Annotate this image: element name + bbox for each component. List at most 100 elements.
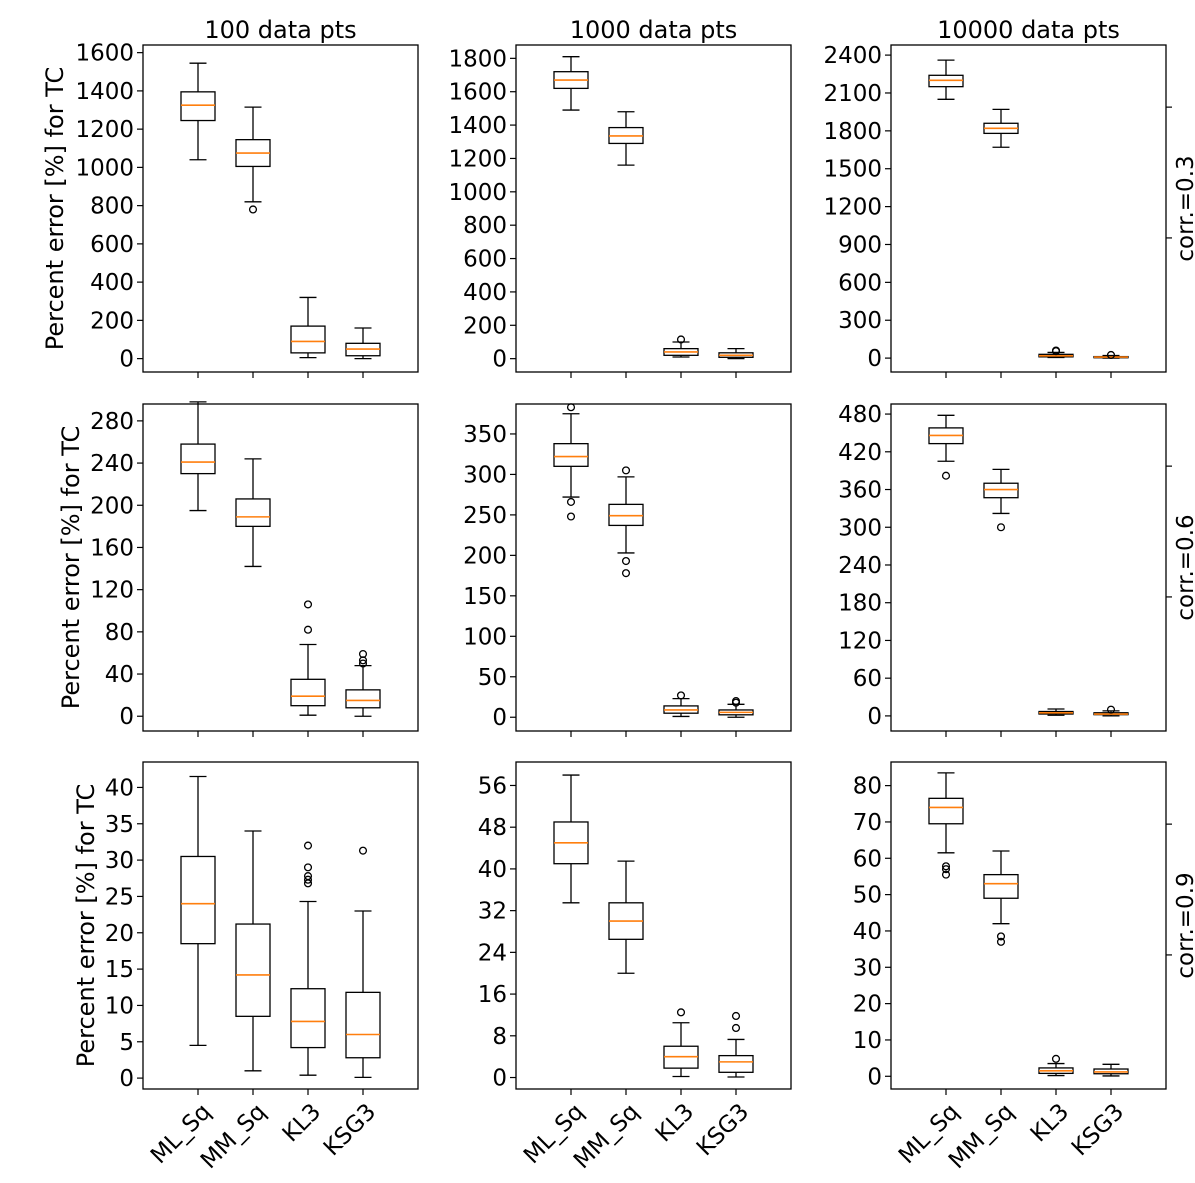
box-ml-sq-outlier xyxy=(566,403,576,412)
panel-frame xyxy=(515,44,792,373)
y-tick-label: 1600 xyxy=(448,80,507,106)
panel-frame xyxy=(890,761,1167,1090)
y-tick-label: 0 xyxy=(492,1066,507,1092)
y-tick-label: 200 xyxy=(463,543,507,569)
column-title: 10000 data pts xyxy=(937,16,1120,44)
y-tick-label: 1800 xyxy=(823,119,882,145)
column-title: 100 data pts xyxy=(204,16,356,44)
y-tick-label: 80 xyxy=(105,620,134,646)
row-label: corr.=0.3 xyxy=(1173,155,1195,261)
box-ml-sq-iqr-box xyxy=(553,443,589,467)
y-tick-label: 0 xyxy=(492,705,507,731)
row-label: corr.=0.6 xyxy=(1173,514,1195,620)
y-tick-label: 0 xyxy=(492,347,507,373)
box-mm-sq-iqr-box xyxy=(608,503,644,527)
y-tick-label: 200 xyxy=(90,308,134,334)
y-tick-label: 360 xyxy=(838,478,882,504)
y-tick-label: 40 xyxy=(105,662,134,688)
y-tick-label: 0 xyxy=(119,704,134,730)
x-tick-label: KL3 xyxy=(1026,1099,1074,1147)
y-tick-label: 30 xyxy=(853,955,882,981)
box-kl3-outlier xyxy=(676,1008,686,1017)
y-tick-label: 1600 xyxy=(75,41,134,67)
box-kl3-outlier xyxy=(676,691,686,700)
box-kl3-iqr-box xyxy=(290,678,326,707)
y-tick-label: 100 xyxy=(463,624,507,650)
box-kl3-outlier xyxy=(303,625,313,634)
y-tick-label: 50 xyxy=(478,665,507,691)
y-tick-label: 1400 xyxy=(448,113,507,139)
y-tick-label: 300 xyxy=(838,308,882,334)
y-tick-label: 30 xyxy=(105,848,134,874)
y-tick-label: 20 xyxy=(853,992,882,1018)
box-ksg3-outlier xyxy=(1106,350,1116,360)
y-tick-label: 200 xyxy=(90,493,134,519)
y-tick-label: 180 xyxy=(838,591,882,617)
y-tick-label: 1000 xyxy=(448,180,507,206)
y-tick-label: 150 xyxy=(463,584,507,610)
y-tick-label: 900 xyxy=(838,232,882,258)
x-tick-label: KL3 xyxy=(651,1099,699,1147)
y-tick-label: 300 xyxy=(838,515,882,541)
box-ml-sq-iqr-box xyxy=(180,855,216,945)
y-tick-label: 16 xyxy=(478,982,507,1008)
panel-frame xyxy=(890,44,1167,373)
y-tick-label: 1200 xyxy=(75,117,134,143)
y-tick-label: 120 xyxy=(838,628,882,654)
box-kl3-outlier xyxy=(303,872,313,881)
panel-frame xyxy=(142,403,419,732)
box-ksg3-iqr-box xyxy=(718,1054,754,1073)
y-tick-label: 200 xyxy=(463,313,507,339)
box-mm-sq-outlier xyxy=(621,569,631,578)
y-tick-label: 400 xyxy=(463,280,507,306)
box-mm-sq-outlier xyxy=(621,466,631,475)
x-tick-label: KSG3 xyxy=(319,1099,381,1161)
y-tick-label: 80 xyxy=(853,774,882,800)
y-tick-label: 10 xyxy=(853,1028,882,1054)
box-kl3-outlier xyxy=(303,841,313,850)
box-mm-sq-iqr-box xyxy=(235,498,271,528)
box-ksg3-outlier xyxy=(358,649,368,659)
panel-frame xyxy=(142,761,419,1090)
y-tick-label: 40 xyxy=(105,775,134,801)
box-ml-sq-outlier xyxy=(941,870,951,879)
y-tick-label: 0 xyxy=(119,1066,134,1092)
y-tick-label: 2400 xyxy=(823,43,882,69)
box-ksg3-outlier xyxy=(358,846,368,855)
panel-frame xyxy=(890,403,1167,732)
box-ksg3-outlier xyxy=(1106,705,1116,714)
y-tick-label: 350 xyxy=(463,422,507,448)
y-axis-label: Percent error [%] for TC xyxy=(41,67,69,350)
box-mm-sq-iqr-box xyxy=(235,923,271,1017)
box-mm-sq-outlier xyxy=(248,205,258,214)
box-ksg3-iqr-box xyxy=(345,689,381,709)
y-tick-label: 2100 xyxy=(823,81,882,107)
y-tick-label: 0 xyxy=(867,704,882,730)
y-tick-label: 48 xyxy=(478,815,507,841)
panel-frame xyxy=(515,403,792,732)
y-tick-label: 56 xyxy=(478,773,507,799)
y-tick-label: 70 xyxy=(853,810,882,836)
y-tick-label: 280 xyxy=(90,409,134,435)
y-tick-label: 40 xyxy=(853,919,882,945)
box-ml-sq-outlier xyxy=(566,512,576,521)
y-tick-label: 160 xyxy=(90,535,134,561)
y-tick-label: 600 xyxy=(463,247,507,273)
y-tick-label: 800 xyxy=(463,213,507,239)
box-ml-sq-outlier xyxy=(941,865,951,874)
y-tick-label: 15 xyxy=(105,957,134,983)
y-tick-label: 800 xyxy=(90,194,134,220)
box-ksg3-outlier xyxy=(731,697,741,706)
y-tick-label: 40 xyxy=(478,857,507,883)
y-tick-label: 20 xyxy=(105,921,134,947)
box-mm-sq-iqr-box xyxy=(983,873,1019,899)
y-tick-label: 50 xyxy=(853,883,882,909)
box-kl3-iqr-box xyxy=(290,325,326,354)
box-kl3-outlier xyxy=(303,863,313,872)
box-kl3-outlier xyxy=(1051,346,1061,355)
box-kl3-outlier xyxy=(303,875,313,884)
y-tick-label: 1400 xyxy=(75,79,134,105)
y-tick-label: 1200 xyxy=(823,195,882,221)
y-tick-label: 25 xyxy=(105,884,134,910)
